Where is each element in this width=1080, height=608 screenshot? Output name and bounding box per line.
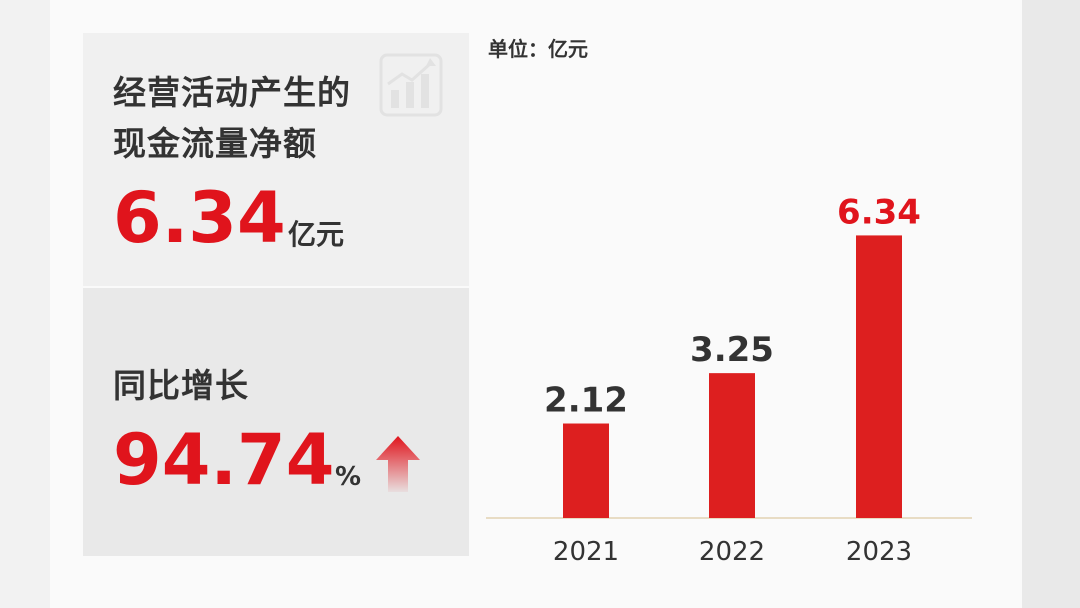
bar-2022 bbox=[709, 373, 755, 518]
growth-title: 同比增长 bbox=[113, 366, 249, 405]
bar-2021 bbox=[563, 423, 609, 518]
x-tick-2022: 2022 bbox=[699, 537, 765, 567]
x-tick-2021: 2021 bbox=[553, 537, 619, 567]
chart-unit-label: 单位：亿元 bbox=[488, 37, 588, 61]
chart-growth-icon bbox=[379, 53, 443, 117]
bar-chart: 2.12 2021 3.25 2022 6.34 2023 bbox=[486, 192, 972, 567]
metric-title-line2: 现金流量净额 bbox=[113, 124, 317, 163]
value-label-2023: 6.34 bbox=[837, 192, 921, 232]
right-edge-panel bbox=[1022, 0, 1080, 608]
metric-unit: 亿元 bbox=[288, 218, 345, 251]
growth-card bbox=[83, 288, 469, 556]
bar-2023 bbox=[856, 235, 902, 518]
growth-value: 94.74 bbox=[113, 419, 335, 501]
up-arrow-icon bbox=[376, 436, 420, 492]
metric-title-line1: 经营活动产生的 bbox=[113, 73, 351, 112]
metric-value: 6.34 bbox=[113, 177, 286, 259]
value-label-2022: 3.25 bbox=[690, 330, 774, 370]
value-label-2021: 2.12 bbox=[544, 381, 628, 421]
x-tick-2023: 2023 bbox=[846, 537, 912, 567]
growth-unit: % bbox=[335, 462, 362, 492]
